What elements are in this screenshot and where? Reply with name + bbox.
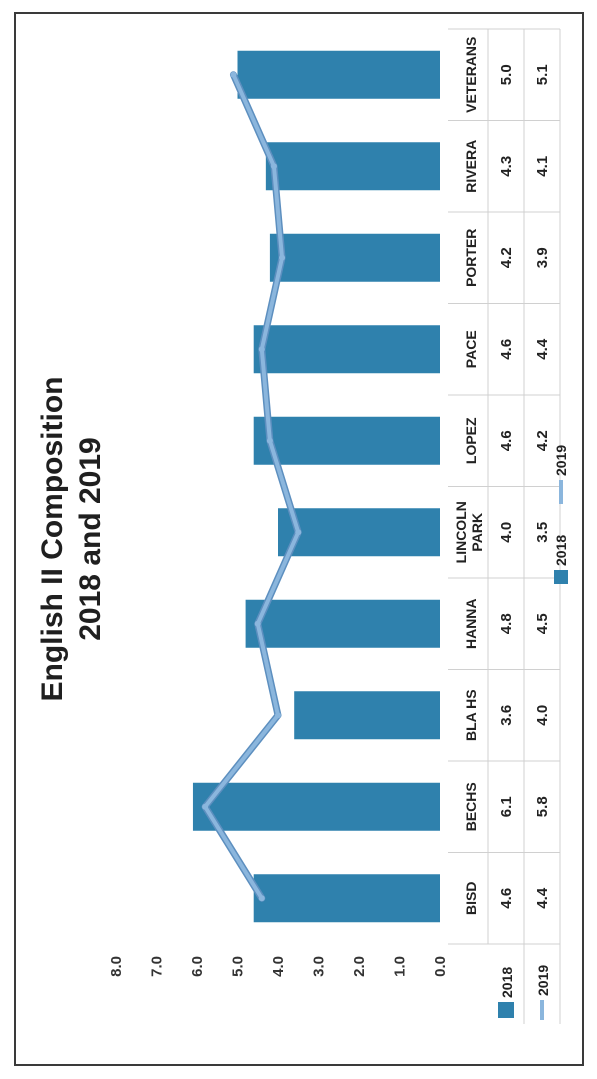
legend-swatch-2018 <box>554 570 568 584</box>
value-2018-3: 3.6 <box>498 705 515 726</box>
y-tick-label: 7.0 <box>149 956 166 977</box>
bar-2018-4 <box>245 599 440 648</box>
category-label: RIVERA <box>463 140 479 193</box>
category-label: BECHS <box>463 782 479 831</box>
value-2018-9: 4.3 <box>498 156 515 177</box>
bar-2018-2 <box>192 782 440 831</box>
row-legend-label-2019: 2019 <box>535 965 551 996</box>
y-tick-label: 2.0 <box>351 956 368 977</box>
chart-stage: English II Composition 2018 and 2019 0.0… <box>16 14 582 1064</box>
point-2019-7 <box>258 346 265 353</box>
value-2019-9: 4.1 <box>534 156 551 177</box>
chart-svg: 0.0 1.0 2.0 3.0 4.0 5.0 6.0 7.0 8.0 BISD BECHS BLA … <box>108 28 569 1024</box>
row-legend-swatch-2018 <box>498 1002 514 1018</box>
bar-2018-10 <box>237 50 440 99</box>
category-label: BISD <box>463 882 479 915</box>
value-2019-2: 5.8 <box>534 796 551 817</box>
value-2019-7: 4.4 <box>534 338 551 360</box>
point-2019-1 <box>258 895 265 902</box>
value-2019-10: 5.1 <box>534 64 551 85</box>
y-tick-label: 0.0 <box>432 956 449 977</box>
category-label: LOPEZ <box>463 417 479 464</box>
value-2018-4: 4.8 <box>498 613 515 634</box>
category-label: BLA HS <box>463 689 479 741</box>
point-2019-3 <box>275 712 281 719</box>
bar-2018-7 <box>253 325 440 374</box>
value-2018-6: 4.6 <box>498 430 515 451</box>
point-2019-8 <box>279 254 286 261</box>
value-2018-2: 6.1 <box>498 796 515 817</box>
category-label: PORTER <box>463 229 479 287</box>
category-label: LINCOLNPARK <box>453 501 485 563</box>
bar-2018-5 <box>278 508 440 557</box>
point-2019-5 <box>295 529 302 536</box>
line-2019 <box>203 72 301 901</box>
bar-2018-1 <box>253 874 440 923</box>
point-2019-9 <box>270 163 277 170</box>
y-tick-label: 8.0 <box>108 956 125 977</box>
y-tick-label: 5.0 <box>230 956 247 977</box>
chart-frame: English II Composition 2018 and 2019 0.0… <box>14 12 584 1066</box>
bar-2018-3 <box>294 691 441 740</box>
category-label: PACE <box>463 330 479 368</box>
value-2018-10: 5.0 <box>498 64 515 85</box>
point-2019-2 <box>202 803 209 810</box>
y-tick-label: 3.0 <box>311 956 328 977</box>
point-2019-6 <box>266 437 273 444</box>
row-legend-label-2018: 2018 <box>499 967 515 998</box>
value-2018-8: 4.2 <box>498 247 515 268</box>
y-tick-label: 6.0 <box>189 956 206 977</box>
value-2018-5: 4.0 <box>498 522 515 543</box>
bar-2018-9 <box>265 142 440 191</box>
point-2019-4 <box>254 620 261 627</box>
legend-label-2019: 2019 <box>553 445 569 476</box>
value-2019-8: 3.9 <box>534 247 551 268</box>
value-2019-6: 4.2 <box>534 430 551 451</box>
category-label: VETERANS <box>463 37 479 113</box>
value-2019-4: 4.5 <box>534 613 551 634</box>
value-2018-7: 4.6 <box>498 339 515 360</box>
y-tick-label: 1.0 <box>392 956 409 977</box>
category-label: HANNA <box>463 598 479 649</box>
bar-2018-6 <box>253 416 440 465</box>
legend-label-2018: 2018 <box>553 535 569 566</box>
value-2018-1: 4.6 <box>498 888 515 909</box>
value-2019-1: 4.4 <box>534 887 551 909</box>
point-2019-10 <box>230 71 237 78</box>
y-tick-label: 4.0 <box>270 956 287 977</box>
bar-2018-8 <box>269 233 440 282</box>
value-2019-5: 3.5 <box>534 522 551 543</box>
value-2019-3: 4.0 <box>534 705 551 726</box>
